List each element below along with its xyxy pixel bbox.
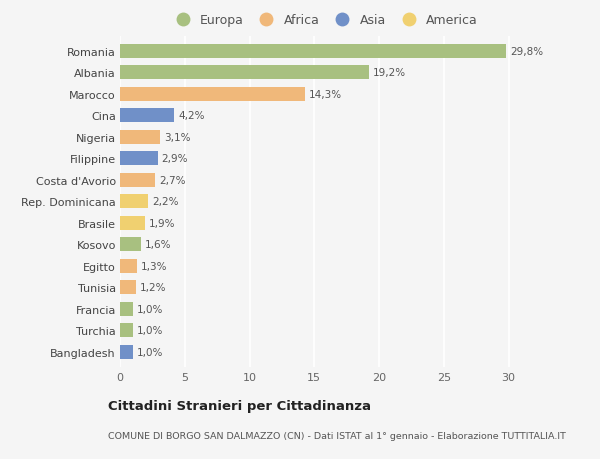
Bar [120, 302, 133, 316]
Text: 29,8%: 29,8% [510, 47, 543, 57]
Bar [120, 45, 506, 59]
Text: 4,2%: 4,2% [178, 111, 205, 121]
Text: 1,6%: 1,6% [145, 240, 171, 250]
Text: 3,1%: 3,1% [164, 133, 191, 143]
Text: 2,7%: 2,7% [159, 175, 185, 185]
Bar [120, 324, 133, 338]
Bar [120, 195, 148, 209]
Text: 2,2%: 2,2% [152, 197, 179, 207]
Legend: Europa, Africa, Asia, America: Europa, Africa, Asia, America [170, 14, 478, 27]
Bar [120, 88, 305, 101]
Bar [120, 66, 368, 80]
Bar [120, 174, 155, 187]
Text: 2,9%: 2,9% [161, 154, 188, 164]
Bar [120, 259, 137, 273]
Text: 19,2%: 19,2% [373, 68, 406, 78]
Text: 1,3%: 1,3% [141, 261, 167, 271]
Text: 1,0%: 1,0% [137, 326, 163, 336]
Text: COMUNE DI BORGO SAN DALMAZZO (CN) - Dati ISTAT al 1° gennaio - Elaborazione TUTT: COMUNE DI BORGO SAN DALMAZZO (CN) - Dati… [108, 431, 566, 441]
Bar [120, 131, 160, 145]
Text: Cittadini Stranieri per Cittadinanza: Cittadini Stranieri per Cittadinanza [108, 399, 371, 412]
Bar [120, 238, 141, 252]
Bar [120, 217, 145, 230]
Text: 1,0%: 1,0% [137, 347, 163, 357]
Bar [120, 281, 136, 295]
Bar [120, 109, 175, 123]
Text: 14,3%: 14,3% [309, 90, 342, 100]
Bar [120, 345, 133, 359]
Text: 1,9%: 1,9% [148, 218, 175, 229]
Text: 1,2%: 1,2% [139, 283, 166, 293]
Text: 1,0%: 1,0% [137, 304, 163, 314]
Bar [120, 152, 158, 166]
